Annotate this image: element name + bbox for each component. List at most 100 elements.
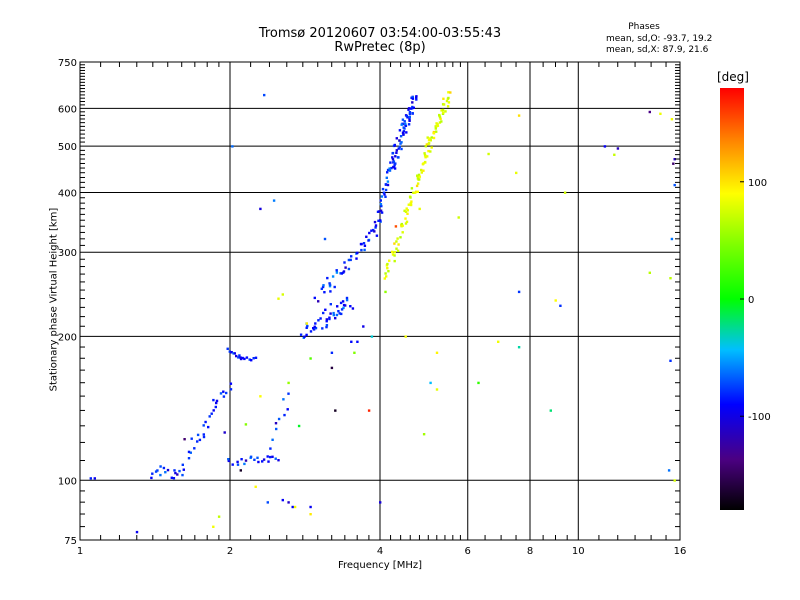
data-point — [189, 451, 192, 454]
data-point — [193, 447, 196, 450]
data-point — [667, 469, 671, 472]
data-point — [435, 388, 439, 391]
data-point — [243, 357, 246, 361]
data-point — [173, 469, 176, 472]
data-point — [400, 147, 403, 151]
data-point — [325, 324, 329, 327]
data-point — [257, 460, 260, 464]
tick-labels: 1 2 4 6 8 10 16 75 100 200 300 400 500 600 750 — [58, 58, 686, 557]
data-point — [373, 220, 377, 224]
data-point — [196, 433, 200, 437]
data-point — [429, 139, 432, 142]
data-point — [303, 335, 306, 338]
data-point — [162, 466, 166, 470]
data-point — [339, 272, 342, 275]
data-point — [406, 212, 409, 215]
data-point — [239, 356, 242, 359]
data-point — [407, 108, 410, 111]
axis-ticks — [80, 62, 680, 540]
data-point — [497, 340, 500, 343]
data-point — [430, 136, 433, 139]
data-point — [395, 137, 398, 140]
data-point — [360, 242, 363, 246]
data-point — [372, 228, 375, 232]
data-point — [222, 395, 226, 398]
data-point — [386, 267, 389, 270]
data-point — [384, 290, 387, 294]
data-point — [403, 120, 406, 123]
data-point — [380, 195, 384, 198]
data-point — [231, 145, 234, 148]
data-point — [435, 124, 438, 128]
data-point — [411, 101, 414, 104]
colorbar-tick-label: 100 — [748, 178, 767, 189]
data-point — [405, 114, 408, 118]
data-point — [239, 357, 243, 361]
data-point — [517, 346, 521, 349]
data-point — [416, 190, 419, 193]
data-point — [406, 209, 409, 212]
data-point — [411, 105, 414, 109]
data-point — [333, 285, 336, 289]
data-point — [384, 195, 387, 198]
data-point — [407, 123, 411, 126]
data-point — [347, 258, 351, 262]
data-point — [345, 296, 349, 300]
data-point — [393, 164, 396, 167]
data-point — [293, 505, 297, 509]
data-point — [365, 235, 368, 238]
data-point — [407, 107, 411, 110]
data-point — [312, 328, 316, 331]
data-point — [429, 381, 432, 385]
data-point — [212, 398, 215, 402]
colorbar-unit: [deg] — [717, 70, 749, 84]
data-point — [370, 335, 374, 338]
data-point — [659, 112, 662, 115]
data-point — [616, 147, 620, 150]
x-tick-label: 10 — [572, 546, 585, 557]
data-point — [401, 118, 405, 121]
data-point — [440, 120, 443, 123]
data-point — [320, 287, 323, 290]
data-point — [363, 244, 367, 247]
data-point — [353, 351, 356, 354]
data-point — [400, 123, 403, 126]
data-point — [325, 325, 328, 329]
data-point — [411, 112, 414, 115]
data-point — [314, 322, 317, 325]
data-point — [338, 312, 341, 315]
data-point — [159, 473, 162, 477]
y-tick-label: 750 — [58, 58, 77, 69]
data-point — [150, 476, 153, 480]
data-point — [244, 423, 248, 426]
data-point — [239, 469, 242, 472]
data-point — [383, 277, 386, 280]
data-point — [404, 217, 407, 220]
x-tick-label: 4 — [377, 546, 383, 557]
data-point — [330, 351, 334, 354]
data-point — [210, 412, 213, 415]
data-point — [323, 291, 326, 294]
data-point — [259, 395, 262, 398]
data-point — [393, 242, 396, 245]
x-axis-label: Frequency [MHz] — [337, 560, 423, 571]
data-point — [408, 115, 411, 119]
plot-frame — [79, 61, 681, 541]
data-point — [424, 145, 427, 148]
data-point — [384, 188, 388, 192]
data-point — [334, 317, 337, 320]
data-point — [388, 169, 392, 172]
data-point — [428, 137, 432, 140]
data-point — [340, 312, 343, 316]
data-point — [208, 415, 211, 418]
data-point — [442, 111, 445, 114]
data-point — [187, 457, 191, 460]
data-point — [409, 203, 413, 207]
data-point — [225, 391, 228, 395]
data-point — [404, 122, 407, 126]
data-point — [229, 382, 233, 385]
y-tick-label: 600 — [58, 104, 77, 115]
data-point — [219, 392, 223, 395]
data-point — [269, 455, 272, 459]
data-point — [379, 209, 383, 212]
